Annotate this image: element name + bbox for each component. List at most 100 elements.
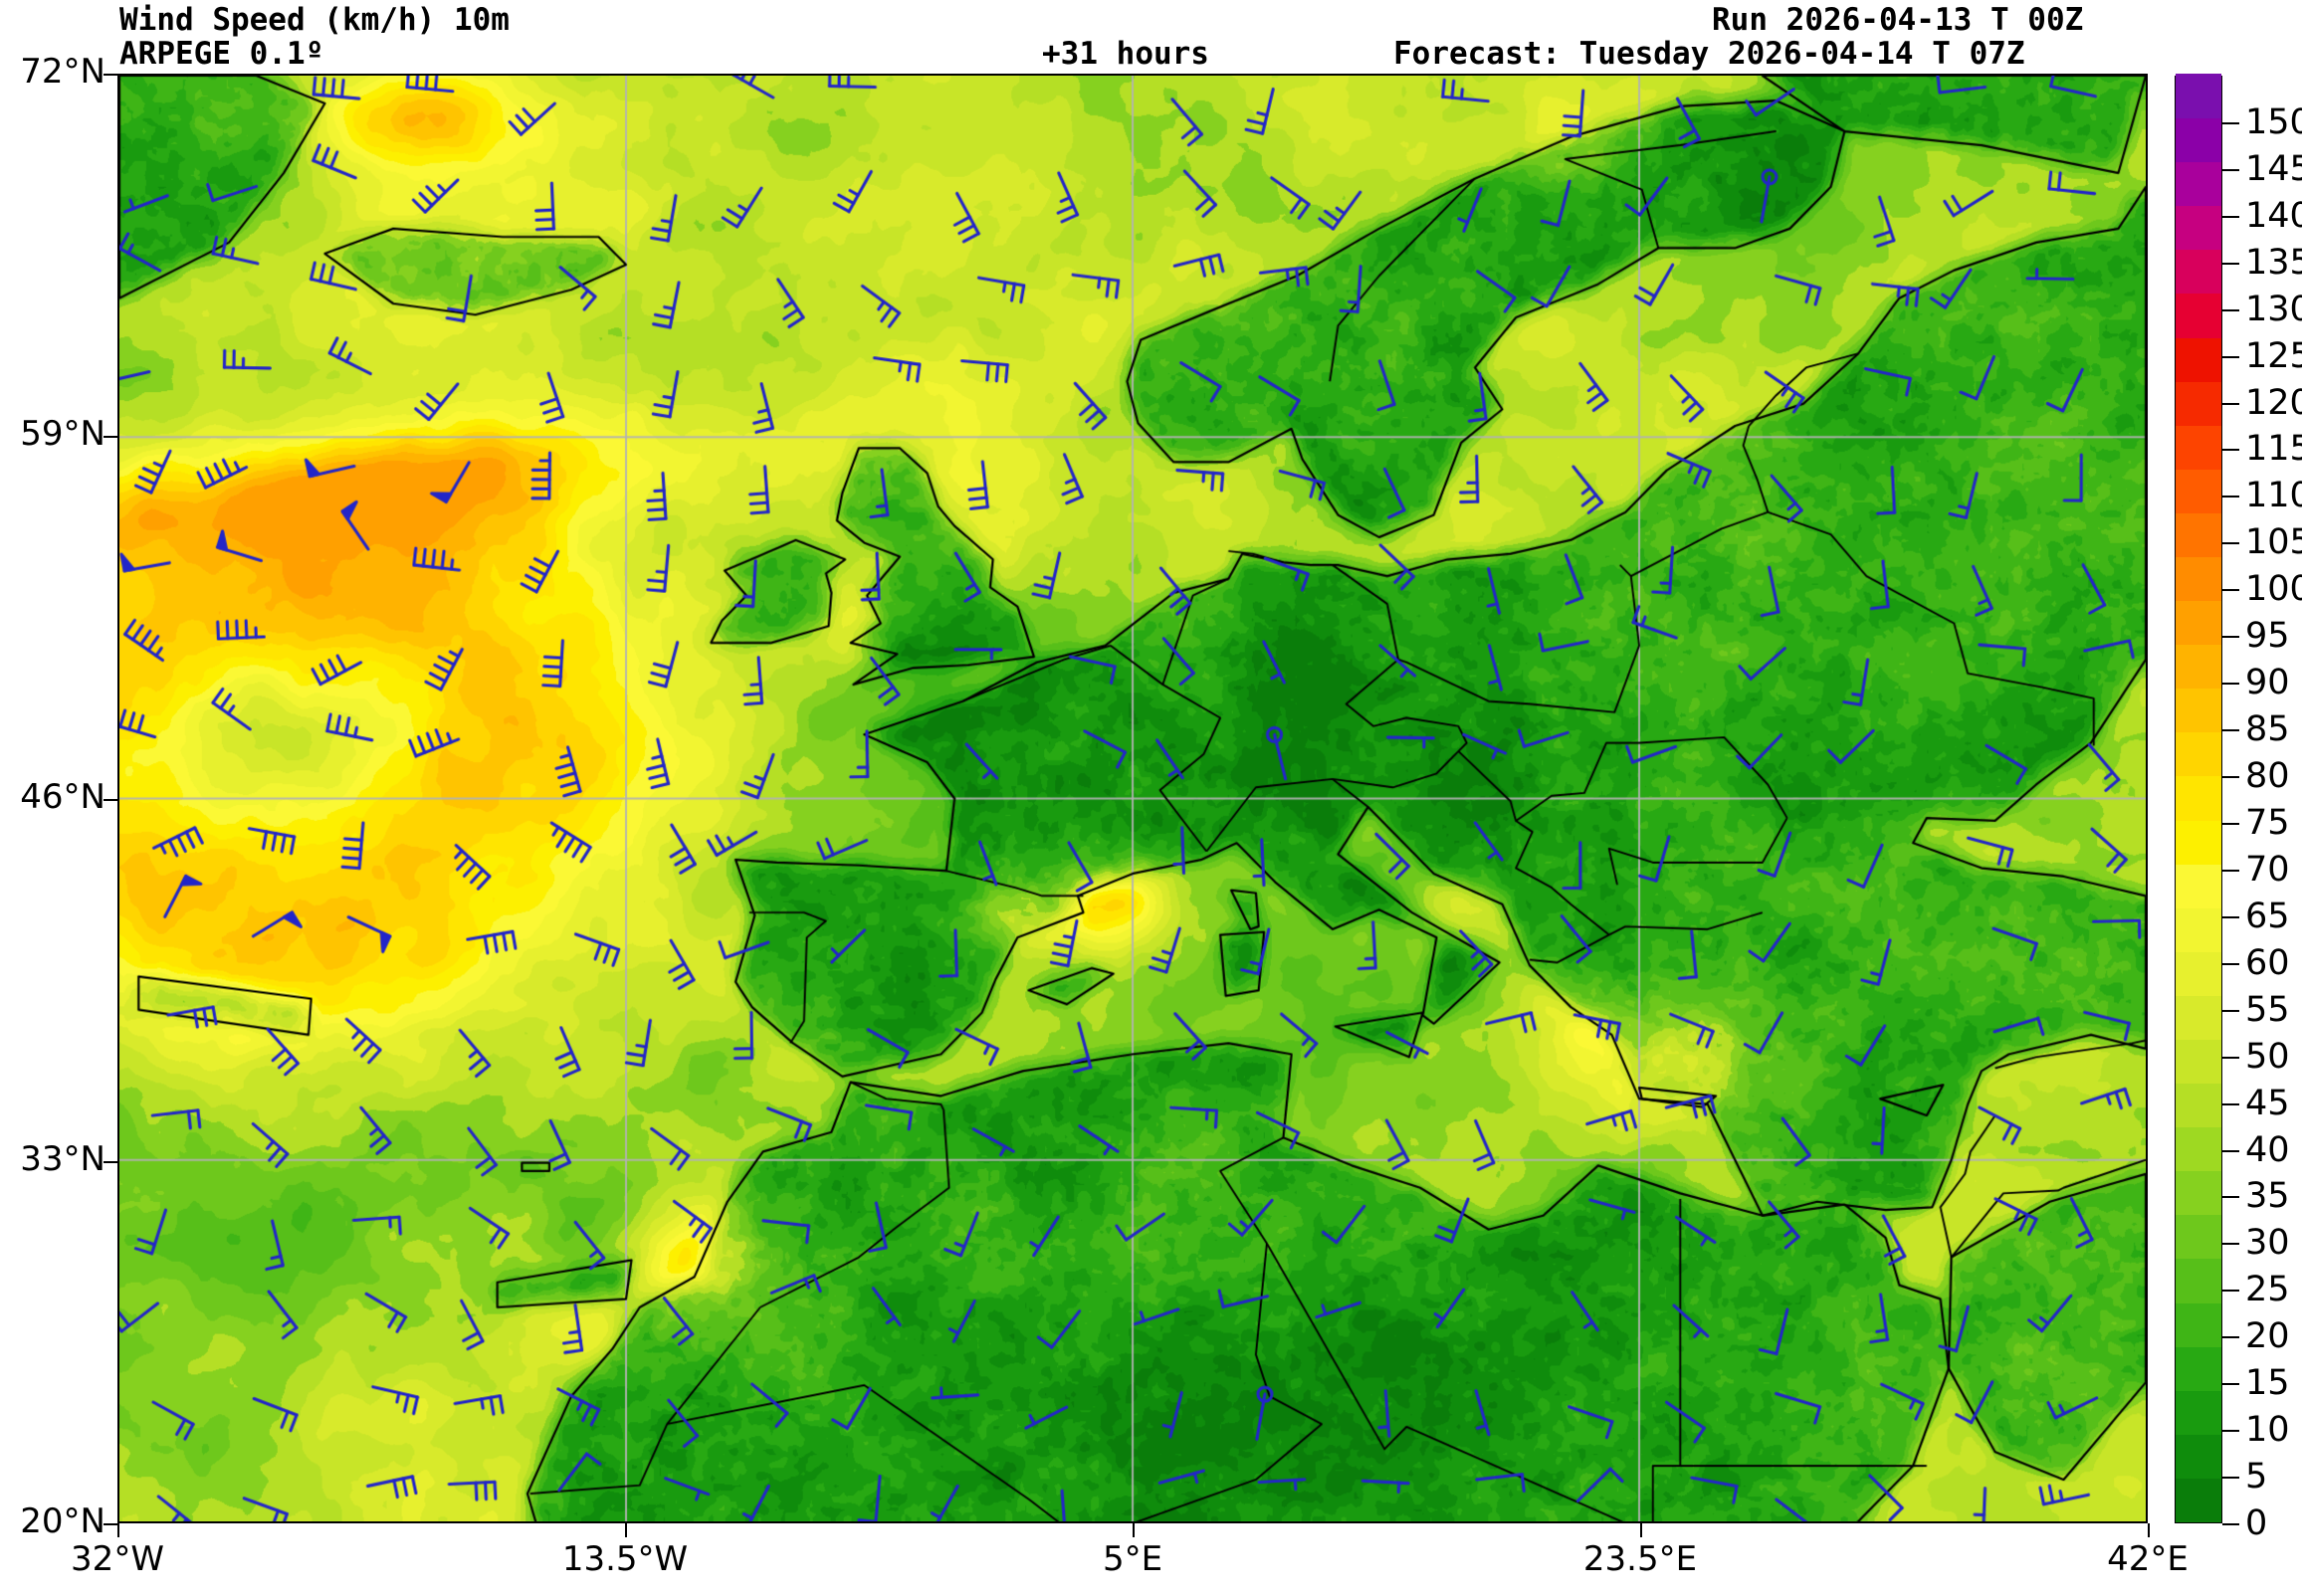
colorbar-segment xyxy=(2176,600,2221,646)
run-label: Run 2026-04-13 T 00Z xyxy=(1712,2,2084,38)
colorbar-segment xyxy=(2176,688,2221,733)
colorbar-tick-mark xyxy=(2222,308,2239,311)
colorbar-tick-label: 90 xyxy=(2245,663,2290,703)
colorbar-tick-label: 45 xyxy=(2245,1083,2290,1123)
colorbar-tick-mark xyxy=(2222,262,2239,265)
colorbar-tick-mark xyxy=(2222,355,2239,358)
colorbar-tick-mark xyxy=(2222,402,2239,405)
longitude-tick-label: 42°E xyxy=(2107,1539,2189,1579)
colorbar-tick-label: 100 xyxy=(2245,569,2302,610)
longitude-tick-label: 13.5°W xyxy=(561,1539,689,1579)
colorbar-tick-mark xyxy=(2222,822,2239,825)
colorbar-tick-mark xyxy=(2222,915,2239,918)
colorbar-tick-label: 30 xyxy=(2245,1223,2290,1264)
weather-map[interactable] xyxy=(117,74,2148,1523)
colorbar-segment xyxy=(2176,1477,2221,1522)
forecast-valid-label: Forecast: Tuesday 2026-04-14 T 07Z xyxy=(1393,36,2025,72)
colorbar-tick-label: 80 xyxy=(2245,756,2290,797)
latitude-tick-label: 20°N xyxy=(20,1501,105,1541)
colorbar-segment xyxy=(2176,775,2221,821)
colorbar-tick-mark xyxy=(2222,496,2239,499)
colorbar-tick-label: 60 xyxy=(2245,942,2290,983)
latitude-tick-mark xyxy=(104,1523,119,1525)
longitude-tick-mark xyxy=(625,1523,627,1537)
colorbar-segment xyxy=(2176,644,2221,690)
colorbar-segment xyxy=(2176,1301,2221,1347)
colorbar-tick-label: 40 xyxy=(2245,1129,2290,1170)
longitude-tick-label: 32°W xyxy=(71,1539,164,1579)
colorbar-tick-label: 25 xyxy=(2245,1270,2290,1310)
colorbar-segment xyxy=(2176,1039,2221,1085)
colorbar-segment xyxy=(2176,468,2221,513)
longitude-tick-mark xyxy=(117,1523,119,1537)
colorbar-tick-mark xyxy=(2222,1149,2239,1152)
colorbar-tick-mark xyxy=(2222,1243,2239,1246)
colorbar-tick-mark xyxy=(2222,683,2239,686)
colorbar-tick-label: 10 xyxy=(2245,1410,2290,1451)
colorbar-segment xyxy=(2176,1214,2221,1260)
colorbar-segment xyxy=(2176,249,2221,295)
longitude-tick-mark xyxy=(1640,1523,1642,1537)
colorbar-segment xyxy=(2176,731,2221,777)
colorbar-segment xyxy=(2176,819,2221,865)
colorbar-tick-label: 150 xyxy=(2245,101,2302,142)
colorbar-tick-mark xyxy=(2222,1336,2239,1339)
colorbar-tick-label: 70 xyxy=(2245,849,2290,890)
colorbar-tick-mark xyxy=(2222,121,2239,124)
latitude-tick-label: 33°N xyxy=(20,1138,105,1179)
colorbar-tick-mark xyxy=(2222,1102,2239,1105)
colorbar-segment xyxy=(2176,1345,2221,1391)
latitude-tick-mark xyxy=(104,798,119,801)
colorbar-segment xyxy=(2176,863,2221,908)
colorbar-segment xyxy=(2176,117,2221,163)
colorbar-tick-mark xyxy=(2222,449,2239,452)
colorbar-tick-mark xyxy=(2222,215,2239,218)
colorbar-segment xyxy=(2176,1433,2221,1479)
colorbar-tick-label: 65 xyxy=(2245,896,2290,936)
colorbar-tick-label: 115 xyxy=(2245,429,2302,470)
colorbar-tick-mark xyxy=(2222,1290,2239,1293)
colorbar-segment xyxy=(2176,556,2221,602)
colorbar-tick-mark xyxy=(2222,1056,2239,1059)
colorbar-tick-mark xyxy=(2222,1383,2239,1386)
latitude-tick-mark xyxy=(104,74,119,76)
colorbar-tick-label: 145 xyxy=(2245,148,2302,189)
colorbar-tick-label: 125 xyxy=(2245,335,2302,376)
longitude-tick-label: 23.5°E xyxy=(1582,1539,1698,1579)
colorbar-tick-mark xyxy=(2222,636,2239,639)
colorbar-tick-label: 140 xyxy=(2245,195,2302,236)
header-bar: Wind Speed (km/h) 10m ARPEGE 0.1º +31 ho… xyxy=(0,0,2302,72)
latitude-tick-label: 72°N xyxy=(20,52,105,92)
colorbar-segment xyxy=(2176,511,2221,557)
wind-speed-field xyxy=(119,76,2146,1521)
colorbar-segment xyxy=(2176,293,2221,338)
longitude-tick-mark xyxy=(2148,1523,2150,1537)
colorbar-tick-label: 135 xyxy=(2245,242,2302,283)
colorbar-segment xyxy=(2176,1126,2221,1172)
latitude-tick-mark xyxy=(104,1160,119,1163)
colorbar-tick-mark xyxy=(2222,542,2239,545)
colorbar-segment xyxy=(2176,906,2221,952)
latitude-tick-mark xyxy=(104,436,119,439)
colorbar-tick-label: 95 xyxy=(2245,616,2290,657)
latitude-tick-label: 46°N xyxy=(20,776,105,817)
colorbar-segment xyxy=(2176,1170,2221,1216)
colorbar-segment xyxy=(2176,1258,2221,1303)
colorbar-tick-mark xyxy=(2222,1523,2239,1525)
colorbar-segment xyxy=(2176,336,2221,382)
colorbar-tick-label: 5 xyxy=(2245,1457,2268,1497)
colorbar-tick-label: 130 xyxy=(2245,289,2302,329)
colorbar-tick-label: 85 xyxy=(2245,709,2290,750)
longitude-tick-label: 5°E xyxy=(1102,1539,1163,1579)
page-title: Wind Speed (km/h) 10m xyxy=(119,2,510,38)
model-label: ARPEGE 0.1º xyxy=(119,36,324,72)
colorbar-tick-label: 120 xyxy=(2245,382,2302,423)
colorbar-segment xyxy=(2176,205,2221,251)
colorbar-tick-label: 55 xyxy=(2245,989,2290,1030)
colorbar-tick-label: 50 xyxy=(2245,1036,2290,1077)
colorbar-segment xyxy=(2176,424,2221,470)
colorbar-tick-mark xyxy=(2222,1009,2239,1012)
colorbar xyxy=(2175,74,2222,1523)
colorbar-tick-mark xyxy=(2222,962,2239,965)
latitude-tick-label: 59°N xyxy=(20,414,105,455)
